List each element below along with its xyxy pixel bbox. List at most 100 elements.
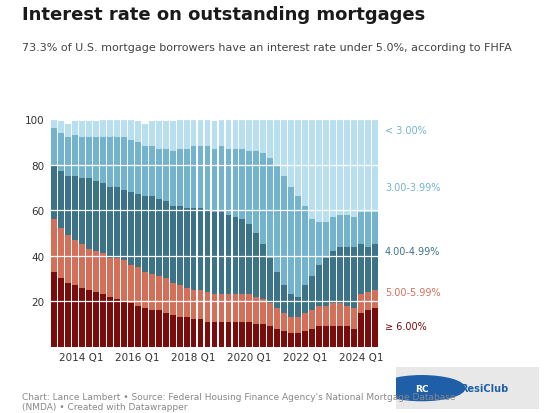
Bar — [190, 208, 196, 290]
Bar — [316, 265, 322, 306]
Bar — [51, 165, 57, 220]
Bar — [351, 120, 358, 217]
Bar — [359, 213, 364, 244]
Bar — [372, 244, 378, 290]
Bar — [169, 206, 175, 283]
Bar — [92, 122, 98, 138]
Bar — [114, 120, 119, 138]
Bar — [218, 120, 224, 147]
Bar — [331, 252, 337, 304]
Bar — [184, 317, 190, 347]
Bar — [331, 120, 337, 217]
Bar — [331, 326, 337, 347]
Bar — [310, 311, 315, 329]
Bar — [218, 295, 224, 322]
Bar — [351, 329, 358, 347]
Text: 5.00-5.99%: 5.00-5.99% — [385, 287, 441, 297]
Bar — [323, 326, 329, 347]
Bar — [233, 322, 239, 347]
Bar — [218, 213, 224, 295]
Bar — [177, 149, 183, 206]
Bar — [239, 220, 245, 295]
Bar — [79, 138, 85, 179]
Bar — [261, 154, 266, 244]
Bar — [288, 333, 294, 347]
Bar — [177, 286, 183, 317]
Bar — [239, 117, 245, 149]
Bar — [246, 295, 252, 322]
Bar — [372, 290, 378, 308]
Text: RC: RC — [415, 384, 428, 393]
Bar — [65, 124, 70, 138]
Bar — [351, 308, 358, 329]
Bar — [100, 138, 106, 183]
Bar — [184, 208, 190, 288]
Bar — [282, 286, 288, 313]
Bar — [365, 213, 371, 247]
Bar — [184, 149, 190, 208]
Bar — [310, 277, 315, 311]
Bar — [120, 261, 127, 301]
Bar — [205, 117, 211, 147]
Bar — [205, 322, 211, 347]
Bar — [372, 120, 378, 213]
Bar — [128, 265, 134, 304]
Bar — [86, 138, 92, 179]
Bar — [282, 313, 288, 331]
Bar — [274, 329, 280, 347]
Bar — [92, 138, 98, 181]
Bar — [100, 183, 106, 254]
Text: < 3.00%: < 3.00% — [385, 126, 427, 136]
Bar — [184, 117, 190, 149]
Bar — [254, 120, 260, 152]
Bar — [92, 292, 98, 347]
Bar — [316, 120, 322, 222]
Bar — [288, 295, 294, 317]
Bar — [337, 326, 343, 347]
Bar — [135, 195, 141, 268]
Bar — [331, 217, 337, 252]
Bar — [323, 120, 329, 222]
Bar — [302, 206, 309, 286]
Bar — [86, 249, 92, 290]
Bar — [254, 152, 260, 233]
Bar — [254, 324, 260, 347]
Bar — [261, 244, 266, 299]
Bar — [197, 115, 204, 147]
Bar — [365, 120, 371, 213]
Bar — [274, 120, 280, 165]
Bar — [274, 272, 280, 308]
Bar — [86, 179, 92, 249]
Bar — [86, 290, 92, 347]
Bar — [295, 120, 301, 197]
Bar — [295, 317, 301, 333]
Bar — [79, 244, 85, 288]
Bar — [92, 181, 98, 252]
Bar — [254, 297, 260, 324]
Bar — [323, 306, 329, 326]
Bar — [233, 217, 239, 295]
Bar — [226, 215, 232, 295]
Bar — [58, 172, 64, 229]
Bar — [65, 177, 70, 235]
Bar — [302, 286, 309, 313]
Bar — [288, 317, 294, 333]
Bar — [141, 197, 147, 272]
Bar — [226, 322, 232, 347]
Bar — [261, 299, 266, 324]
Bar — [261, 120, 266, 154]
Bar — [267, 304, 273, 326]
Bar — [72, 286, 78, 347]
Bar — [365, 292, 371, 311]
Bar — [226, 295, 232, 322]
Bar — [148, 311, 155, 347]
Bar — [58, 229, 64, 279]
Bar — [282, 177, 288, 286]
Bar — [100, 254, 106, 295]
Bar — [107, 259, 113, 297]
Bar — [141, 308, 147, 347]
Bar — [359, 313, 364, 347]
Bar — [114, 299, 119, 347]
Text: 4.00-4.99%: 4.00-4.99% — [385, 247, 441, 256]
Bar — [169, 283, 175, 315]
